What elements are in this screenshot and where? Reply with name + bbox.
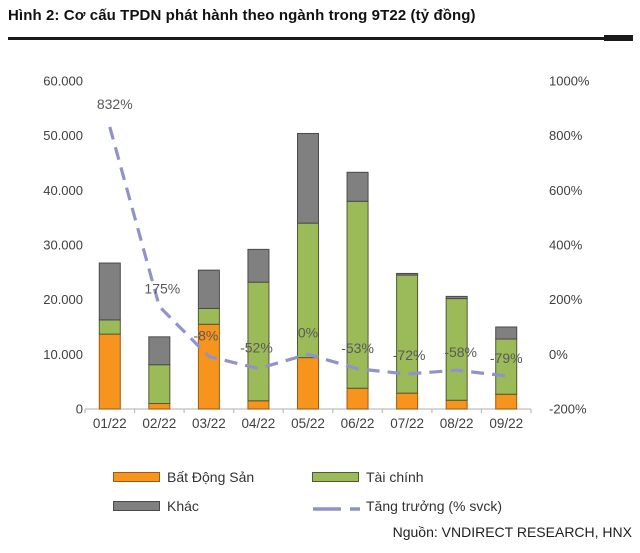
bar-segment (98, 262, 121, 321)
bar-segment (148, 364, 171, 405)
bar-segment (495, 393, 518, 410)
x-axis-category-label: 04/22 (242, 416, 276, 431)
legend-row-1: Bất Động Sản Tài chính (113, 466, 553, 488)
bar-segment (197, 269, 220, 309)
stacked-bar-growth-chart: 60.000 50.000 40.000 30.000 20.000 10.000 0 100… (43, 74, 590, 432)
growth-data-label: -58% (444, 344, 477, 360)
growth-data-label: -79% (490, 350, 523, 366)
finance-swatch-icon (312, 472, 359, 482)
left-axis-tick: 0 (76, 402, 83, 417)
legend-item-bat-dong-san: Bất Động Sản (113, 469, 312, 485)
x-axis-category-label: 08/22 (440, 416, 474, 431)
bar-segment (346, 387, 369, 410)
bar-segment (495, 338, 518, 395)
bar-segment (197, 307, 220, 325)
x-axis-category-label: 07/22 (390, 416, 424, 431)
legend-item-tang-truong: Tăng trưởng (% svck) (312, 498, 502, 514)
growth-data-label: -8% (193, 328, 218, 344)
bar-segment (396, 392, 419, 410)
left-axis-tick: 30.000 (43, 238, 83, 253)
legend-label: Khác (167, 498, 199, 514)
right-axis-tick: 200% (549, 292, 583, 307)
bar-segment (445, 399, 468, 410)
x-axis-category-label: 09/22 (489, 416, 523, 431)
legend-row-2: Khác Tăng trưởng (% svck) (113, 495, 553, 517)
legend-item-khac: Khác (113, 498, 312, 514)
right-axis-tick: 0% (549, 347, 568, 362)
bar-segment (396, 272, 419, 276)
x-axis-category-label: 06/22 (341, 416, 375, 431)
left-axis-tick: 60.000 (43, 74, 83, 89)
figure-title: Hình 2: Cơ cấu TPDN phát hành theo ngành… (8, 7, 476, 24)
growth-line-swatch-icon (312, 501, 363, 511)
right-axis-tick: 600% (549, 183, 583, 198)
bar-segment (297, 132, 319, 224)
bar-segment (396, 274, 419, 394)
title-divider-cap (604, 35, 633, 41)
growth-data-label: -53% (341, 340, 374, 356)
bar-segment (148, 336, 171, 366)
chart-legend: Bất Động Sản Tài chính Khác Tăng trưởng … (113, 466, 553, 524)
title-divider (8, 37, 633, 40)
growth-data-label: -52% (240, 340, 273, 356)
right-axis-tick: 1000% (549, 74, 590, 89)
left-axis-tick: 50.000 (43, 128, 83, 143)
source-attribution: Nguồn: VNDIRECT RESEARCH, HNX (392, 524, 632, 540)
growth-data-label: -72% (393, 347, 426, 363)
right-axis-tick: 400% (549, 238, 583, 253)
growth-line (108, 126, 507, 378)
bar-segment (346, 171, 369, 202)
growth-data-label: 832% (97, 96, 133, 112)
legend-item-tai-chinh: Tài chính (312, 469, 424, 485)
bar-segment (247, 400, 270, 410)
x-axis-category-label: 02/22 (142, 416, 176, 431)
x-axis-category-label: 05/22 (291, 416, 325, 431)
left-axis-tick: 40.000 (43, 183, 83, 198)
x-axis-category-label: 03/22 (192, 416, 226, 431)
legend-label: Bất Động Sản (167, 469, 255, 485)
bar-segment (495, 326, 518, 340)
x-axis-category-label: 01/22 (93, 416, 127, 431)
growth-data-label: 175% (144, 281, 180, 297)
other-swatch-icon (113, 501, 160, 511)
right-axis-tick: -200% (549, 402, 587, 417)
legend-label: Tài chính (366, 469, 424, 485)
bar-segment (98, 333, 121, 410)
left-axis-tick: 10.000 (43, 347, 83, 362)
bar-segment (98, 319, 121, 335)
legend-label: Tăng trưởng (% svck) (366, 498, 503, 514)
left-axis-tick: 20.000 (43, 292, 83, 307)
bar-segment (346, 200, 369, 389)
bar-segment (445, 295, 468, 300)
bar-segment (148, 403, 171, 410)
growth-data-label: 0% (298, 324, 318, 340)
right-axis-tick: 800% (549, 128, 583, 143)
real-estate-swatch-icon (113, 472, 160, 482)
bar-segment (297, 357, 319, 410)
bar-segment (247, 248, 270, 283)
